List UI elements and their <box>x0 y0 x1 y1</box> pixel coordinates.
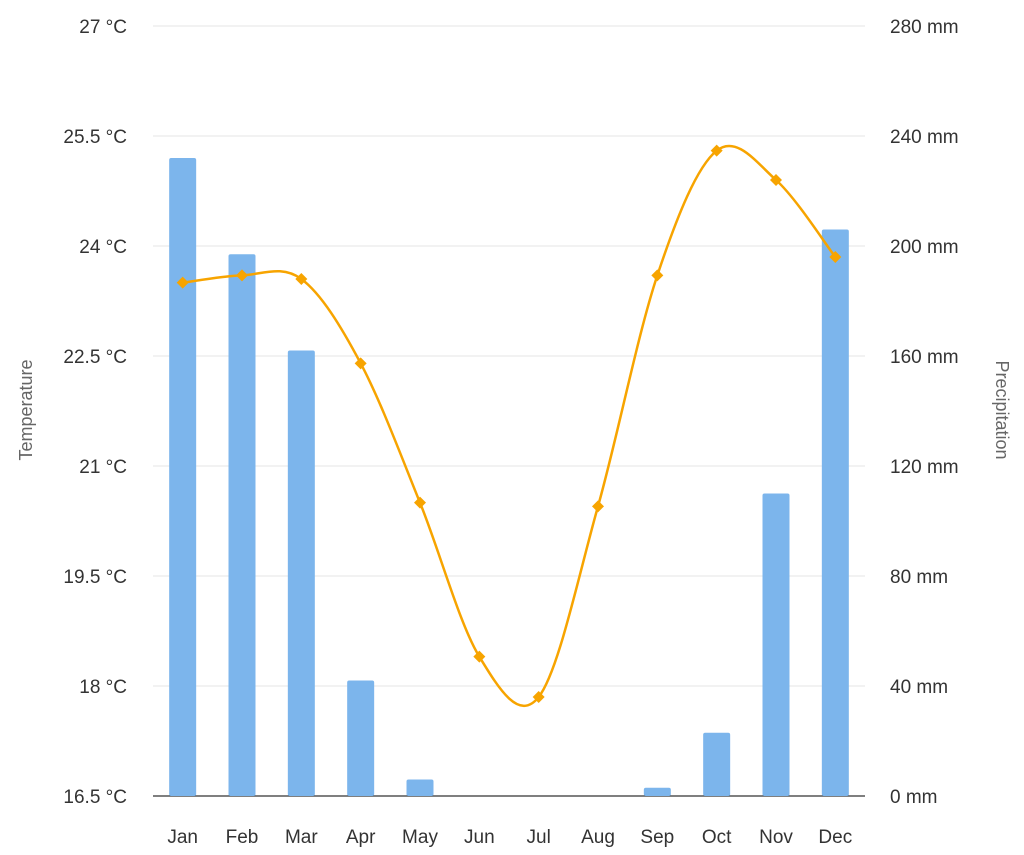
x-tick-label: Aug <box>581 827 615 848</box>
precipitation-bar <box>821 229 849 796</box>
precipitation-bars <box>169 158 849 796</box>
temperature-point <box>532 691 545 703</box>
x-tick-label: Oct <box>702 827 732 848</box>
right-tick-label: 40 mm <box>890 677 948 698</box>
x-tick-label: Jul <box>527 827 551 848</box>
temperature-point <box>295 273 308 285</box>
left-tick-label: 18 °C <box>79 677 127 698</box>
temperature-line <box>182 144 837 707</box>
precipitation-bar <box>643 787 671 796</box>
right-axis-ticks: 0 mm 40 mm 80 mm 120 mm 160 mm 200 mm 240 mm 28… <box>890 17 959 808</box>
x-axis-ticks: Jan Feb Mar Apr May Jun Jul Aug Sep Oct Nov Dec <box>167 827 852 848</box>
precipitation-bar <box>762 493 790 796</box>
left-tick-label: 27 °C <box>79 17 127 38</box>
temperature-series-line <box>182 144 837 707</box>
right-tick-label: 200 mm <box>890 237 959 258</box>
temperature-point <box>592 500 604 513</box>
temperature-point <box>473 650 486 663</box>
right-tick-label: 80 mm <box>890 567 948 588</box>
precipitation-bar <box>347 680 375 796</box>
temperature-point <box>770 174 782 186</box>
precipitation-bar <box>406 779 434 796</box>
right-axis-title: Precipitation <box>992 360 1012 459</box>
left-tick-label: 24 °C <box>79 237 127 258</box>
x-tick-label: Feb <box>226 827 259 848</box>
left-axis-title: Temperature <box>16 359 36 460</box>
left-tick-label: 22.5 °C <box>63 347 127 368</box>
temperature-point <box>651 269 664 282</box>
right-tick-label: 120 mm <box>890 457 959 478</box>
x-tick-label: May <box>402 827 438 848</box>
temperature-point <box>414 496 426 509</box>
x-tick-label: Dec <box>818 827 852 848</box>
left-tick-label: 21 °C <box>79 457 127 478</box>
x-tick-label: Nov <box>759 827 793 848</box>
x-tick-label: Jan <box>167 827 198 848</box>
left-axis-ticks: 16.5 °C 18 °C 19.5 °C 21 °C 22.5 °C 24 °C 25.5… <box>63 17 127 808</box>
x-tick-label: Jun <box>464 827 495 848</box>
precipitation-bar <box>228 254 256 796</box>
temperature-point <box>176 276 189 289</box>
temperature-point <box>236 269 248 282</box>
precipitation-bar <box>287 350 315 796</box>
temperature-markers <box>176 144 842 703</box>
temperature-point <box>354 357 367 370</box>
x-tick-label: Mar <box>285 827 318 848</box>
temperature-point <box>829 251 842 263</box>
precipitation-bar <box>703 732 731 796</box>
grid-lines <box>153 25 865 797</box>
x-tick-label: Sep <box>640 827 674 848</box>
right-tick-label: 280 mm <box>890 17 959 38</box>
right-tick-label: 160 mm <box>890 347 959 368</box>
x-tick-label: Apr <box>346 827 376 848</box>
left-tick-label: 19.5 °C <box>63 567 127 588</box>
temperature-point <box>710 144 723 157</box>
precipitation-bar <box>169 158 197 796</box>
left-tick-label: 16.5 °C <box>63 787 127 808</box>
left-tick-label: 25.5 °C <box>63 127 127 148</box>
right-tick-label: 240 mm <box>890 127 959 148</box>
right-tick-label: 0 mm <box>890 787 938 808</box>
